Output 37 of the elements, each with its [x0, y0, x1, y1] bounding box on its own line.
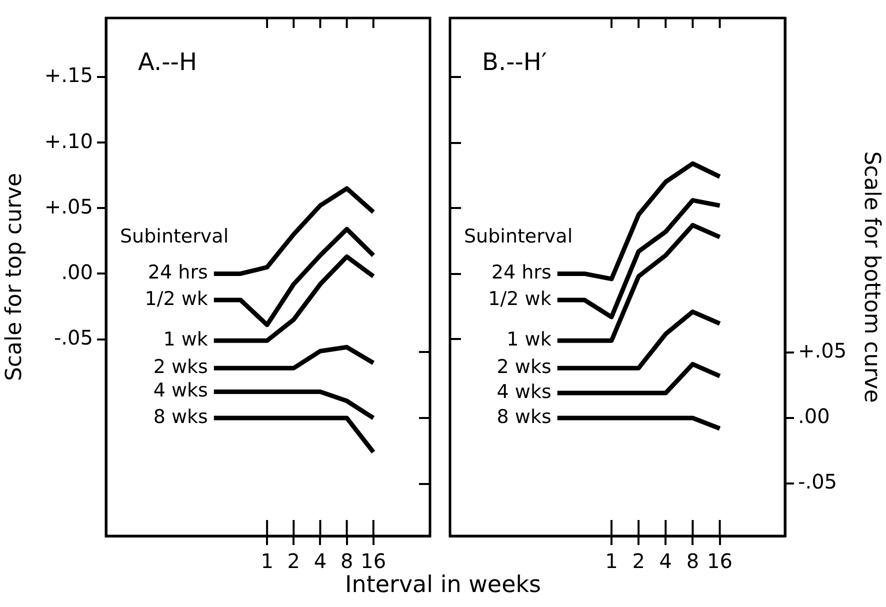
x-tick-label: 16 — [707, 549, 733, 574]
series-label: 1 wk — [506, 328, 552, 351]
x-tick-label: 16 — [360, 549, 386, 574]
y-axis-title: Scale for top curve — [2, 172, 27, 382]
series-label: 8 wks — [153, 406, 208, 428]
x-tick-label: 2 — [632, 549, 645, 574]
y2-axis-title: Scale for bottom curve — [859, 151, 884, 403]
legend-title: Subinterval — [120, 226, 229, 248]
series-label: 1/2 wk — [144, 288, 208, 310]
x-tick-label: 1 — [605, 549, 618, 574]
y2-tick-label: .00 — [798, 404, 830, 428]
x-tick-label: 8 — [686, 549, 700, 574]
x-tick-label: 4 — [659, 549, 672, 574]
y-tick-label: +.05 — [44, 194, 93, 218]
series-label: 8 wks — [496, 406, 552, 428]
series-label: 1/2 wk — [488, 288, 552, 310]
x-tick-label: 4 — [314, 549, 327, 574]
series-label: 2 wks — [496, 356, 552, 378]
y2-tick-label: +.05 — [798, 338, 847, 363]
legend-label: 24 hrs — [491, 262, 552, 284]
series-label: 4 wks — [153, 380, 208, 402]
x-axis-title: Interval in weeks — [344, 572, 542, 598]
series-label: 2 wks — [153, 356, 208, 378]
series-label: 24 hrs — [148, 262, 208, 284]
y-tick-label: +.10 — [44, 128, 93, 153]
y-tick-label: +.15 — [44, 63, 93, 88]
text: B.--H′ — [482, 48, 547, 76]
x-tick-label: 8 — [340, 549, 354, 574]
y-tick-label: -.05 — [54, 325, 93, 350]
x-tick-label: 1 — [260, 549, 274, 574]
series-label: 1 wk — [163, 328, 208, 351]
x-tick-label: 2 — [287, 549, 300, 574]
text: A.--H — [138, 48, 197, 76]
series-label: 4 wks — [496, 380, 552, 403]
y-tick-label: .00 — [61, 260, 93, 284]
y2-tick-label: -.05 — [798, 470, 838, 494]
legend-title: Subinterval — [464, 226, 573, 248]
